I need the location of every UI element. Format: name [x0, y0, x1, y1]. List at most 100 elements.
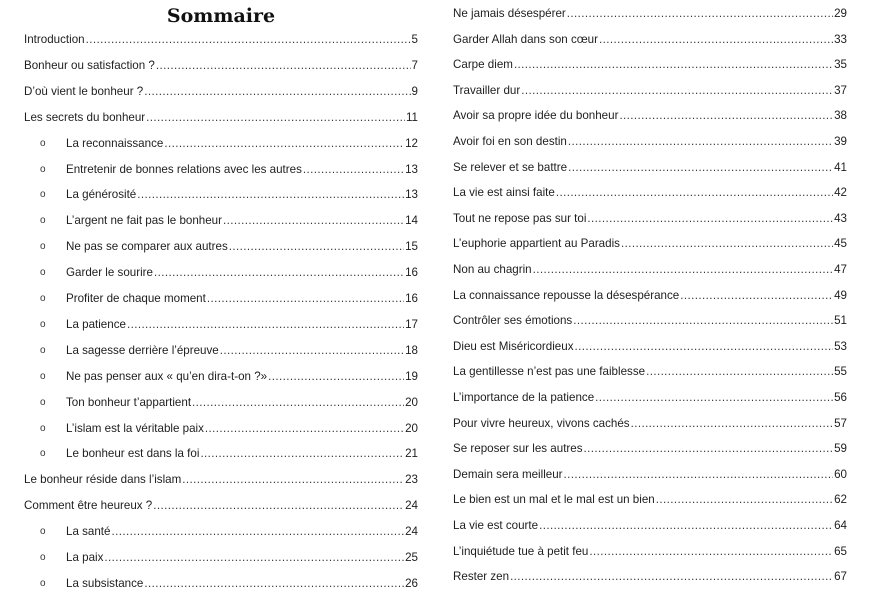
- toc-entry-label: Bonheur ou satisfaction ?: [24, 58, 155, 72]
- toc-entry-label: Travailler dur: [453, 83, 521, 97]
- toc-entry[interactable]: o La paix 25: [40, 550, 418, 566]
- toc-entry[interactable]: Le bien est un mal et le mal est un bien…: [453, 492, 847, 508]
- toc-entry-label: L’argent ne fait pas le bonheur: [66, 214, 222, 228]
- toc-entry[interactable]: Avoir sa propre idée du bonheur 38: [453, 108, 847, 124]
- toc-entry[interactable]: L’inquiétude tue à petit feu 65: [453, 544, 847, 560]
- toc-entry-label: Ne pas penser aux « qu’en dira-t-on ?»: [66, 369, 268, 383]
- toc-entry-page: 26: [405, 576, 418, 590]
- toc-entry-label: Comment être heureux ?: [24, 499, 153, 513]
- toc-entry[interactable]: o L’argent ne fait pas le bonheur 14: [40, 213, 418, 229]
- toc-entry-label: L’islam est la véritable paix: [66, 421, 204, 435]
- dot-leader: [164, 136, 404, 152]
- toc-entry-page: 59: [834, 442, 847, 456]
- toc-entry-page: 37: [834, 83, 847, 97]
- toc-entry[interactable]: La gentillesse n’est pas une faiblesse 55: [453, 364, 847, 380]
- toc-entry-page: 25: [405, 551, 418, 564]
- bullet-icon: o: [40, 189, 46, 201]
- toc-entry[interactable]: Le bonheur réside dans l’islam 23: [24, 472, 418, 488]
- toc-entry[interactable]: o La sagesse derrière l’épreuve 18: [40, 343, 418, 359]
- toc-entry[interactable]: D’où vient le bonheur ? 9: [24, 84, 418, 100]
- toc-entry[interactable]: Introduction 5: [24, 32, 418, 48]
- toc-entry[interactable]: Non au chagrin 47: [453, 262, 847, 278]
- toc-entry-label: L’importance de la patience: [453, 391, 595, 404]
- bullet-icon: o: [40, 370, 46, 382]
- bullet-icon: o: [40, 448, 46, 460]
- toc-entry-label: La générosité: [66, 188, 137, 202]
- toc-entry[interactable]: Contrôler ses émotions 51: [453, 313, 847, 329]
- toc-entry-page: 65: [834, 544, 847, 558]
- toc-entry[interactable]: Pour vivre heureux, vivons cachés 57: [453, 416, 847, 432]
- toc-entry-label: Le bonheur réside dans l’islam: [24, 473, 182, 487]
- toc-entry-page: 45: [834, 237, 847, 251]
- toc-entry[interactable]: Les secrets du bonheur 11: [24, 110, 418, 126]
- toc-entry[interactable]: Ne jamais désespérer 29: [453, 6, 847, 22]
- bullet-icon: o: [40, 241, 46, 253]
- toc-entry[interactable]: La vie est courte 64: [453, 518, 847, 534]
- toc-entry[interactable]: Se relever et se battre 41: [453, 160, 847, 176]
- toc-entry-page: 47: [834, 263, 847, 276]
- toc-entry[interactable]: Travailler dur 37: [453, 83, 847, 99]
- toc-entry[interactable]: La vie est ainsi faite 42: [453, 185, 847, 201]
- toc-entry[interactable]: o La générosité 13: [40, 187, 418, 203]
- toc-entry[interactable]: L’euphorie appartient au Paradis 45: [453, 236, 847, 252]
- dot-leader: [568, 160, 833, 176]
- toc-entry-label: Entretenir de bonnes relations avec les …: [66, 162, 302, 176]
- toc-entry[interactable]: o Profiter de chaque moment 16: [40, 291, 418, 307]
- dot-leader: [514, 57, 833, 73]
- toc-entry[interactable]: Bonheur ou satisfaction ? 7: [24, 58, 418, 74]
- toc-entry[interactable]: Carpe diem 35: [453, 57, 847, 73]
- toc-entry[interactable]: o Ton bonheur t’appartient 20: [40, 395, 418, 411]
- toc-entry[interactable]: Comment être heureux ? 24: [24, 498, 418, 514]
- toc-entry-page: 24: [405, 525, 418, 539]
- toc-entry[interactable]: Avoir foi en son destin 39: [453, 134, 847, 150]
- toc-entry[interactable]: Tout ne repose pas sur toi 43: [453, 211, 847, 227]
- toc-entry[interactable]: L’importance de la patience 56: [453, 390, 847, 406]
- toc-entry-page: 14: [405, 214, 418, 228]
- toc-entry[interactable]: o Entretenir de bonnes relations avec les…: [40, 162, 418, 178]
- dot-leader: [111, 524, 404, 540]
- dot-leader: [223, 213, 404, 229]
- toc-entry-page: 17: [405, 317, 418, 331]
- dot-leader: [564, 467, 834, 483]
- toc-entry-page: 38: [834, 109, 847, 123]
- dot-leader: [510, 569, 833, 585]
- dot-leader: [575, 339, 834, 355]
- toc-entry[interactable]: o Ne pas penser aux « qu’en dira-t-on ?» 1…: [40, 369, 418, 385]
- toc-entry[interactable]: Se reposer sur les autres 59: [453, 441, 847, 457]
- toc-entry[interactable]: La connaissance repousse la désespérance…: [453, 288, 847, 304]
- toc-entry[interactable]: o Ne pas se comparer aux autres 15: [40, 239, 418, 255]
- toc-entry-label: La santé: [66, 525, 111, 539]
- dot-leader: [127, 317, 404, 333]
- toc-entry-page: 42: [834, 186, 847, 200]
- dot-leader: [521, 83, 833, 99]
- dot-leader: [656, 492, 833, 508]
- toc-entry[interactable]: Dieu est Miséricordieux 53: [453, 339, 847, 355]
- toc-entry-page: 35: [834, 58, 847, 72]
- toc-entry[interactable]: o La patience 17: [40, 317, 418, 333]
- toc-entry-label: Rester zen: [453, 570, 510, 584]
- dot-leader: [599, 32, 833, 48]
- toc-entry[interactable]: Demain sera meilleur 60: [453, 467, 847, 483]
- toc-entry-page: 5: [411, 33, 418, 46]
- toc-entry-page: 55: [834, 365, 847, 379]
- toc-entry-page: 13: [405, 188, 418, 202]
- toc-entry[interactable]: o L’islam est la véritable paix 20: [40, 421, 418, 437]
- dot-leader: [573, 313, 833, 329]
- toc-entry[interactable]: o La reconnaissance 12: [40, 136, 418, 152]
- dot-leader: [207, 291, 404, 307]
- toc-entry-page: 16: [405, 266, 418, 280]
- toc-entry-label: Le bonheur est dans la foi: [66, 447, 200, 461]
- toc-entry-label: L’inquiétude tue à petit feu: [453, 544, 589, 558]
- toc-entry[interactable]: o Garder le sourire 16: [40, 265, 418, 281]
- dot-leader: [587, 211, 833, 227]
- dot-leader: [631, 416, 834, 432]
- bullet-icon: o: [40, 137, 46, 149]
- toc-entry[interactable]: o La santé 24: [40, 524, 418, 540]
- dot-leader: [584, 441, 834, 457]
- toc-entry[interactable]: o Le bonheur est dans la foi 21: [40, 446, 418, 462]
- toc-entry[interactable]: o La subsistance 26: [40, 576, 418, 592]
- toc-entry[interactable]: Rester zen 67: [453, 569, 847, 585]
- toc-entry-page: 20: [405, 421, 418, 435]
- toc-entry[interactable]: Garder Allah dans son cœur 33: [453, 32, 847, 48]
- dot-leader: [595, 390, 833, 406]
